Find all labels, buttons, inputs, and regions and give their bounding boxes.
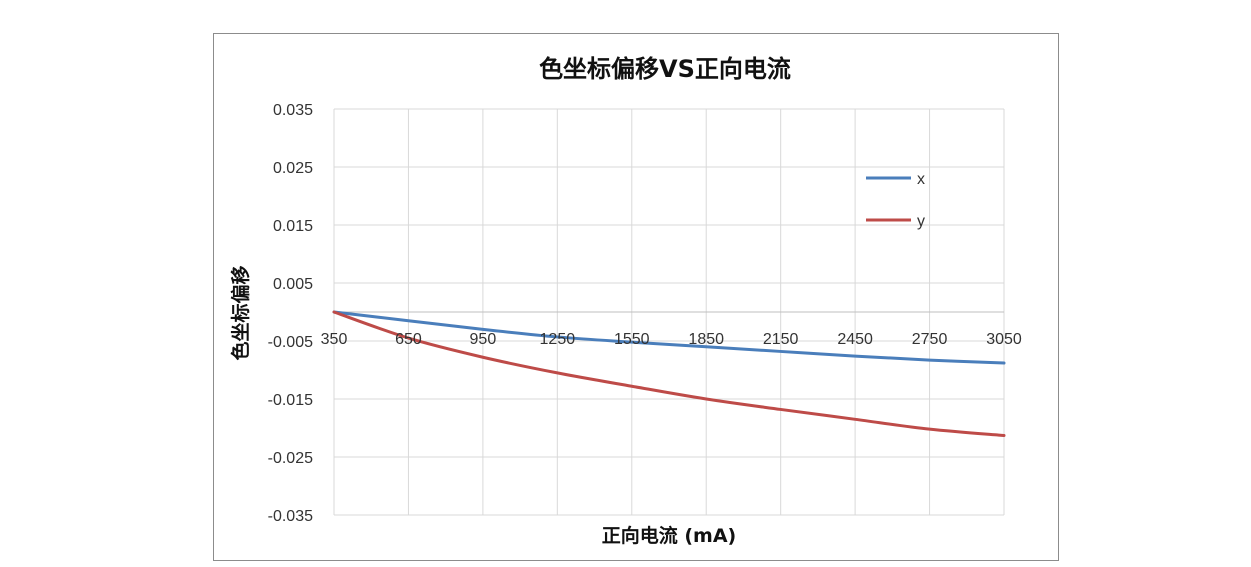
y-axis-title: 色坐标偏移 — [229, 265, 252, 360]
series-layer — [332, 310, 1006, 438]
series-line-x — [332, 310, 1006, 365]
y-tick-label: 0.035 — [273, 102, 313, 119]
y-tick-label: -0.005 — [268, 334, 313, 351]
y-tick-label: 0.005 — [273, 276, 313, 293]
x-tick-label: 2750 — [912, 331, 948, 348]
chart-frame — [213, 33, 1059, 561]
legend-label-y: y — [917, 213, 925, 230]
y-tick-label: 0.025 — [273, 160, 313, 177]
y-tick-label: -0.035 — [268, 508, 313, 525]
x-tick-label: 3050 — [986, 331, 1022, 348]
x-tick-label: 650 — [395, 331, 422, 348]
x-tick-label: 1550 — [614, 331, 650, 348]
x-tick-label: 1850 — [688, 331, 724, 348]
y-tick-labels: 0.035 0.025 0.015 0.005 -0.005 -0.015 -0.025 -0… — [268, 102, 313, 525]
x-tick-label: 350 — [321, 331, 348, 348]
x-tick-label: 950 — [470, 331, 497, 348]
x-tick-label: 2150 — [763, 331, 799, 348]
legend-label-x: x — [917, 171, 925, 188]
grid-layer — [333, 108, 1005, 516]
chart-title: 色坐标偏移VS正向电流 — [539, 55, 791, 83]
x-tick-labels: 350 650 950 1250 1550 1850 2150 2450 2750 3050 — [321, 331, 1022, 348]
legend: xy — [866, 171, 925, 230]
x-axis-title: 正向电流 (mA) — [602, 524, 737, 547]
x-tick-label: 2450 — [837, 331, 873, 348]
y-tick-label: 0.015 — [273, 218, 313, 235]
y-tick-label: -0.025 — [268, 450, 313, 467]
x-tick-label: 1250 — [540, 331, 576, 348]
y-tick-label: -0.015 — [268, 392, 313, 409]
series-line-y — [332, 310, 1006, 438]
